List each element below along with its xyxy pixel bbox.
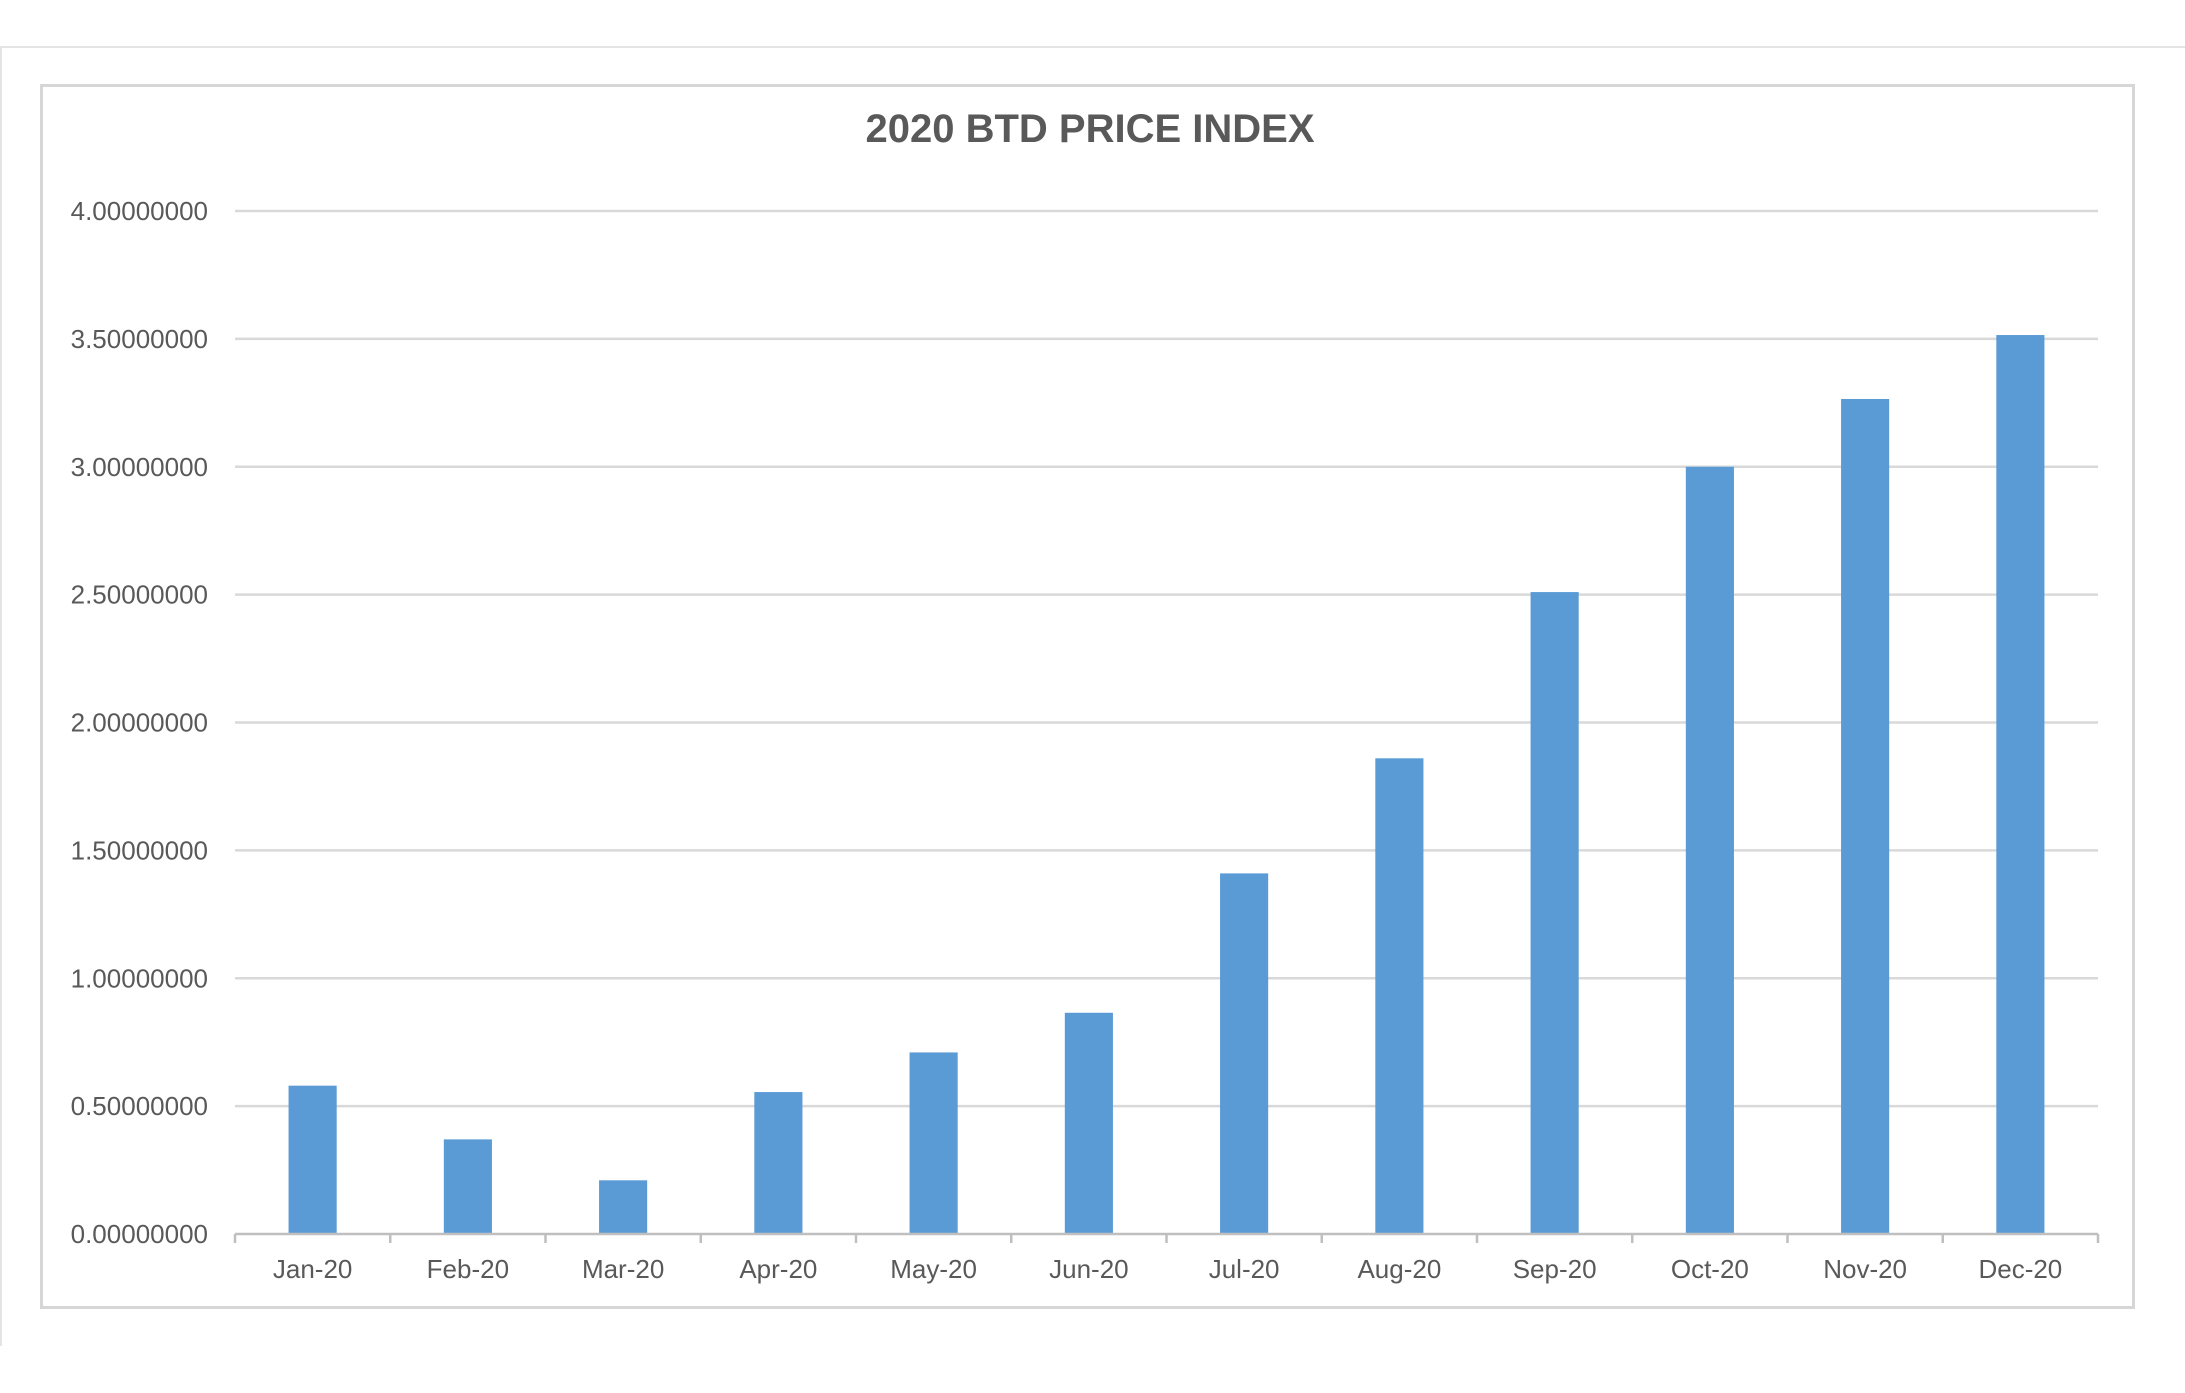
y-tick-label: 0.00000000 [71,1219,208,1249]
spreadsheet-area [0,46,2185,1346]
bar-may-20[interactable] [909,1052,958,1234]
bar-sep-20[interactable] [1530,592,1579,1234]
bar-jul-20[interactable] [1220,873,1269,1234]
y-tick-label: 2.50000000 [71,580,208,610]
bar-feb-20[interactable] [443,1139,492,1234]
x-tick-label: Mar-20 [582,1254,664,1284]
bar-mar-20[interactable] [599,1180,648,1234]
x-tick-label: Jun-20 [1049,1254,1129,1284]
y-tick-label: 3.50000000 [71,324,208,354]
x-tick-label: Dec-20 [1978,1254,2062,1284]
x-tick-label: Jan-20 [273,1254,353,1284]
bar-apr-20[interactable] [754,1092,803,1234]
x-tick-label: Apr-20 [739,1254,817,1284]
bar-jan-20[interactable] [288,1085,337,1234]
y-tick-label: 1.00000000 [71,963,208,993]
x-tick-label: Feb-20 [427,1254,509,1284]
x-tick-label: May-20 [890,1254,977,1284]
bar-aug-20[interactable] [1375,758,1424,1234]
x-axis-ticks: Jan-20 Feb-20 Mar-20 Apr-20 May-20 Jun-20 Jul-… [273,1254,2062,1284]
x-axis [233,1232,2100,1243]
gridlines [235,209,2098,1108]
y-axis-ticks: 0.00000000 0.50000000 1.00000000 1.50000000… [71,196,208,1249]
bar-oct-20[interactable] [1685,466,1734,1234]
x-tick-label: Jul-20 [1209,1254,1280,1284]
bar-chart: 2020 BTD PRICE INDEX 0.00000000 0.5000000… [71,107,2100,1284]
y-tick-label: 2.00000000 [71,708,208,738]
y-tick-label: 1.50000000 [71,835,208,865]
chart-title: 2020 BTD PRICE INDEX [865,107,1314,151]
chart-container[interactable]: 2020 BTD PRICE INDEX 0.00000000 0.5000000… [40,84,2135,1309]
y-tick-label: 0.50000000 [71,1091,208,1121]
y-tick-label: 4.00000000 [71,196,208,226]
x-tick-label: Sep-20 [1513,1254,1597,1284]
bars [288,335,2045,1234]
x-tick-label: Oct-20 [1671,1254,1749,1284]
bar-dec-20[interactable] [1996,335,2045,1234]
bar-jun-20[interactable] [1064,1012,1113,1234]
bar-nov-20[interactable] [1841,398,1890,1234]
y-tick-label: 3.00000000 [71,452,208,482]
x-tick-label: Nov-20 [1823,1254,1907,1284]
x-tick-label: Aug-20 [1357,1254,1441,1284]
